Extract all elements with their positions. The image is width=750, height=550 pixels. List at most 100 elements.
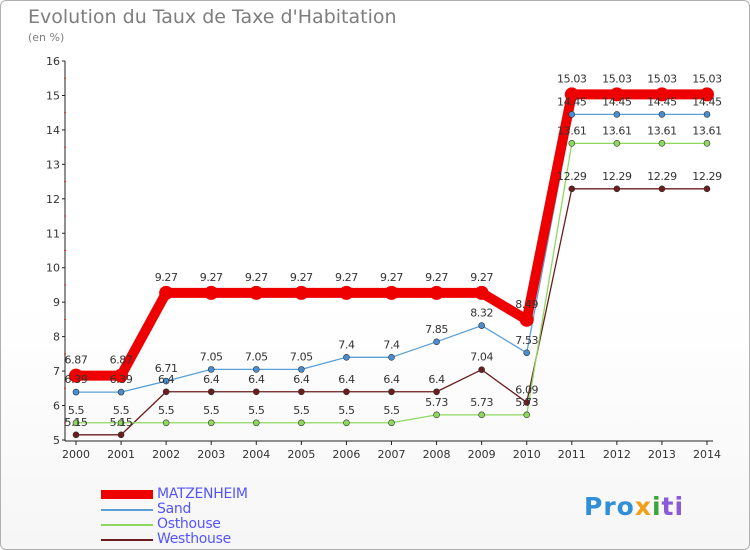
data-point-osthouse [613,140,621,147]
data-point-sand [568,111,576,118]
data-label-matzenheim: 15.03 [557,72,587,85]
data-label-westhouse: 6.4 [293,373,310,386]
data-label-matzenheim: 6.87 [65,354,88,367]
data-label-osthouse: 5.5 [203,404,220,417]
data-point-osthouse [568,140,576,147]
data-label-sand: 14.45 [692,95,722,108]
legend-item-westhouse: Westhouse [101,531,301,547]
y-tick-label: 14 [46,124,60,137]
data-point-matzenheim [519,312,534,327]
data-point-matzenheim [249,285,264,300]
data-label-westhouse: 12.29 [602,170,632,183]
x-tick-label: 2009 [468,448,496,461]
data-point-osthouse [433,411,440,419]
legend-label: Sand [157,501,192,517]
y-tick-label: 16 [46,55,60,68]
y-tick-label: 8 [53,331,60,344]
data-point-matzenheim [384,285,399,300]
data-label-sand: 14.45 [647,95,677,108]
data-point-sand [117,388,125,396]
data-point-sand [478,322,485,329]
data-point-matzenheim [609,87,624,102]
data-label-westhouse: 6.4 [428,373,445,386]
data-label-matzenheim: 9.27 [380,271,403,284]
data-point-osthouse [162,419,170,427]
data-label-osthouse: 5.5 [248,404,265,417]
y-tick-label: 6 [53,400,60,413]
data-label-matzenheim: 9.27 [290,271,313,284]
data-point-sand [207,366,215,373]
data-point-westhouse [658,185,666,193]
data-label-sand: 7.05 [245,350,268,363]
data-point-sand [343,354,350,361]
series-line-westhouse [76,188,707,436]
data-point-matzenheim [429,285,444,300]
data-point-matzenheim [69,368,83,383]
data-label-westhouse: 6.4 [338,373,355,386]
data-point-osthouse [478,411,485,419]
x-tick-label: 2004 [242,448,270,461]
data-label-sand: 8.32 [470,307,493,320]
data-label-westhouse: 6.4 [383,373,400,386]
data-label-osthouse: 5.73 [425,396,448,409]
data-label-osthouse: 13.61 [647,124,677,137]
data-point-sand [658,111,666,118]
data-label-osthouse: 5.5 [338,404,355,417]
x-tick-label: 2001 [107,448,135,461]
data-label-sand: 7.4 [383,338,400,351]
data-label-matzenheim: 9.27 [470,271,493,284]
data-point-westhouse [433,388,440,396]
y-tick-label: 13 [46,158,60,171]
data-point-matzenheim [294,285,309,300]
data-point-sand [613,111,621,118]
data-point-osthouse [252,419,260,427]
legend-swatch-osthouse [101,524,153,526]
data-label-matzenheim: 9.27 [335,271,358,284]
y-tick-label: 15 [46,89,60,102]
data-label-matzenheim: 9.27 [425,271,448,284]
data-point-westhouse [72,431,80,439]
data-label-osthouse: 5.5 [383,404,400,417]
data-point-westhouse [523,399,531,406]
data-label-westhouse: 6.4 [158,373,175,386]
data-label-westhouse: 12.29 [647,170,677,183]
data-point-westhouse [207,388,215,396]
data-label-osthouse: 5.5 [113,404,130,417]
data-label-westhouse: 5.15 [65,416,88,429]
data-point-westhouse [343,388,350,396]
data-label-sand: 6.39 [65,373,88,386]
data-label-westhouse: 7.04 [470,351,493,364]
x-tick-label: 2014 [693,448,721,461]
data-point-sand [523,349,531,357]
data-label-sand: 14.45 [602,95,632,108]
data-point-osthouse [298,419,305,427]
x-tick-label: 2006 [332,448,360,461]
legend-item-sand: Sand [101,501,301,517]
data-point-matzenheim [339,285,354,300]
data-point-westhouse [117,431,125,439]
data-label-matzenheim: 9.27 [155,271,178,284]
data-label-osthouse: 13.61 [692,124,722,137]
data-point-westhouse [388,388,395,396]
legend-item-osthouse: Osthouse [101,516,301,532]
data-point-osthouse [658,140,666,147]
data-label-sand: 7.05 [200,350,223,363]
data-label-sand: 14.45 [557,95,587,108]
data-label-westhouse: 6.09 [515,383,538,396]
data-point-westhouse [252,388,260,396]
x-tick-label: 2000 [62,448,90,461]
legend-label: Osthouse [157,516,221,532]
data-label-matzenheim: 15.03 [647,72,677,85]
data-point-osthouse [388,419,395,427]
data-point-sand [162,377,170,385]
data-label-sand: 7.85 [425,323,448,336]
data-point-westhouse [703,185,711,193]
y-tick-label: 11 [46,227,60,240]
data-label-osthouse: 5.73 [470,396,493,409]
proxiti-logo: Proxiti [584,492,685,521]
data-label-osthouse: 13.61 [557,124,587,137]
x-tick-label: 2010 [513,448,541,461]
data-label-westhouse: 12.29 [692,170,722,183]
